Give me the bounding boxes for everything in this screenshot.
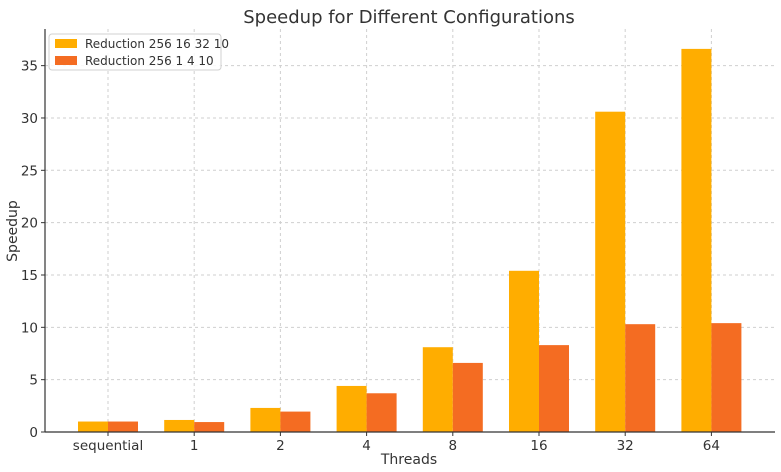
bar-series-1-64 — [681, 48, 712, 433]
y-tick-label: 35 — [21, 59, 38, 75]
legend-swatch-series-1 — [55, 39, 77, 48]
x-axis-label: Threads — [380, 452, 437, 468]
chart-title: Speedup for Different Configurations — [243, 7, 575, 28]
legend-swatch-series-2 — [55, 56, 77, 65]
x-tick-label: 64 — [703, 438, 720, 454]
bar-series-1-32 — [595, 111, 626, 432]
x-tick-label: 4 — [362, 438, 371, 454]
x-tick-label: 16 — [530, 438, 547, 454]
y-tick-label: 15 — [21, 268, 38, 284]
x-tick-label: 1 — [190, 438, 199, 454]
bars-layer — [78, 48, 742, 433]
x-tick-label: sequential — [73, 438, 143, 454]
y-tick-label: 0 — [29, 425, 38, 441]
y-tick-label: 25 — [21, 163, 38, 179]
bar-series-2-8 — [452, 362, 483, 432]
grid-layer — [45, 29, 775, 432]
x-tick-label: 32 — [617, 438, 634, 454]
y-tick-label: 30 — [21, 111, 38, 127]
bar-series-1-4 — [336, 385, 367, 432]
bar-series-2-2 — [280, 411, 311, 432]
bar-series-2-32 — [625, 324, 656, 432]
bar-series-1-16 — [509, 270, 539, 432]
bar-series-1-8 — [422, 347, 453, 432]
legend: Reduction 256 16 32 10 Reduction 256 1 4… — [48, 33, 229, 71]
ticks-layer: 0 5 10 15 20 25 30 35 sequential 1 2 4 8 16 32 64 — [21, 59, 720, 454]
bar-series-1-2 — [250, 407, 281, 432]
bar-series-2-4 — [366, 393, 397, 432]
y-axis-label: Speedup — [5, 200, 21, 262]
y-tick-label: 20 — [21, 216, 38, 232]
legend-frame — [48, 33, 222, 71]
bar-series-2-1 — [194, 422, 225, 432]
axes-layer — [44, 29, 775, 433]
bar-series-1-1 — [164, 419, 195, 432]
bar-series-2-16 — [539, 345, 569, 432]
y-tick-label: 10 — [21, 320, 38, 336]
legend-label-series-2: Reduction 256 1 4 10 — [85, 54, 214, 68]
x-tick-label: 8 — [449, 438, 458, 454]
bar-series-1-sequential — [78, 421, 108, 432]
x-tick-label: 2 — [276, 438, 285, 454]
bar-series-2-64 — [711, 323, 742, 432]
legend-label-series-1: Reduction 256 16 32 10 — [85, 37, 229, 51]
bar-series-2-sequential — [108, 421, 138, 432]
y-tick-label: 5 — [29, 373, 38, 389]
